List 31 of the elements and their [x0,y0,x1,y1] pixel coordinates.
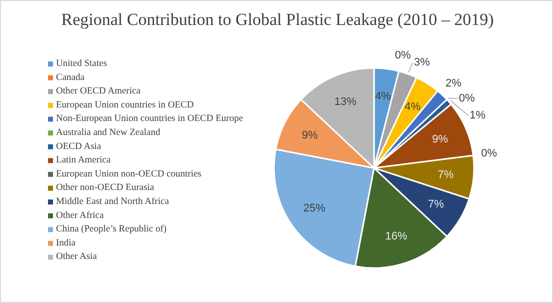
legend-label: Other non-OECD Eurasia [56,183,155,194]
data-label: 3% [414,56,430,68]
legend-label: Other Africa [56,210,105,221]
legend-label: Canada [56,72,86,83]
data-label: 25% [303,202,326,214]
data-label: 9% [432,133,448,146]
legend-label: Non-European Union countries in OECD Europe [56,114,244,124]
text: 0% [481,147,498,160]
legend-label: Other OECD America [56,86,142,97]
data-label: 13% [334,96,357,108]
data-label: 16% [385,230,408,242]
legend-label: Middle East and North Africa [56,197,170,207]
data-label: 2% [445,77,462,90]
data-label: 1% [470,110,486,122]
legend-label: European Union countries in OECD [56,100,194,110]
data-label: 7% [438,168,454,181]
legend-label: China (People’s Republic of) [56,224,167,235]
legend-label: United States [56,59,108,69]
data-label: 9% [302,129,318,142]
text: 0% [458,92,475,105]
chart-title: Regional Contribution to Global Plastic Leakage (2010 – 2019) [61,10,494,29]
data-label: 7% [428,198,444,211]
legend-label: European Union non-OECD countries [56,169,202,180]
legend-label: Australia and New Zealand [56,128,160,138]
data-label: 4% [375,90,392,103]
text: 0% [394,50,411,62]
legend-label: OECD Asia [56,142,102,152]
legend-label: India [56,238,76,248]
legend-label: Other Asia [56,252,98,262]
legend-label: Latin America [56,156,112,166]
data-label: 4% [404,101,421,114]
